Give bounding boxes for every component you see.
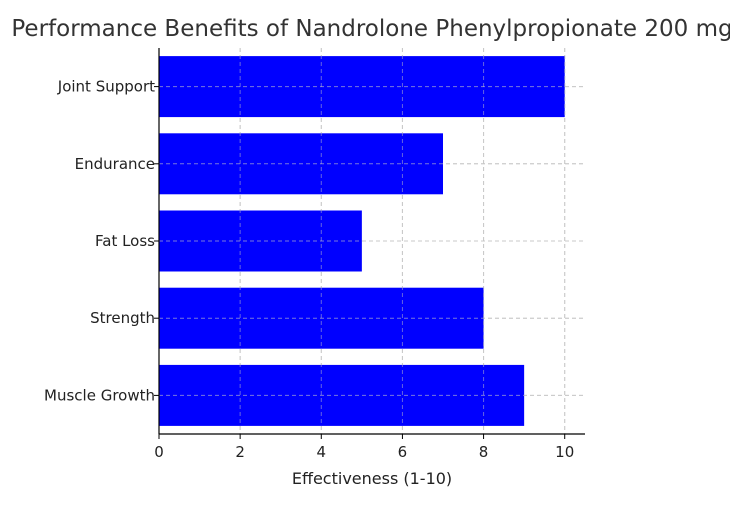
- tick-labels: 0 2 4 6 8 10 Muscle Growth Strength Fat Loss Endu…: [44, 78, 574, 461]
- x-tick-label: 6: [398, 443, 408, 461]
- x-tick-label: 0: [154, 443, 164, 461]
- bars: [158, 48, 585, 434]
- x-axis-label: Effectiveness (1-10): [292, 469, 452, 488]
- y-tick-label: Fat Loss: [95, 232, 155, 250]
- y-tick-label: Muscle Growth: [44, 386, 155, 404]
- x-tick-label: 10: [555, 443, 574, 461]
- y-tick-label: Endurance: [75, 155, 155, 173]
- y-tick-label: Strength: [90, 309, 155, 327]
- x-tick-label: 4: [317, 443, 327, 461]
- y-tick-label: Joint Support: [57, 78, 155, 96]
- x-tick-label: 8: [479, 443, 489, 461]
- chart-title: Performance Benefits of Nandrolone Pheny…: [11, 16, 730, 42]
- x-tick-label: 2: [235, 443, 245, 461]
